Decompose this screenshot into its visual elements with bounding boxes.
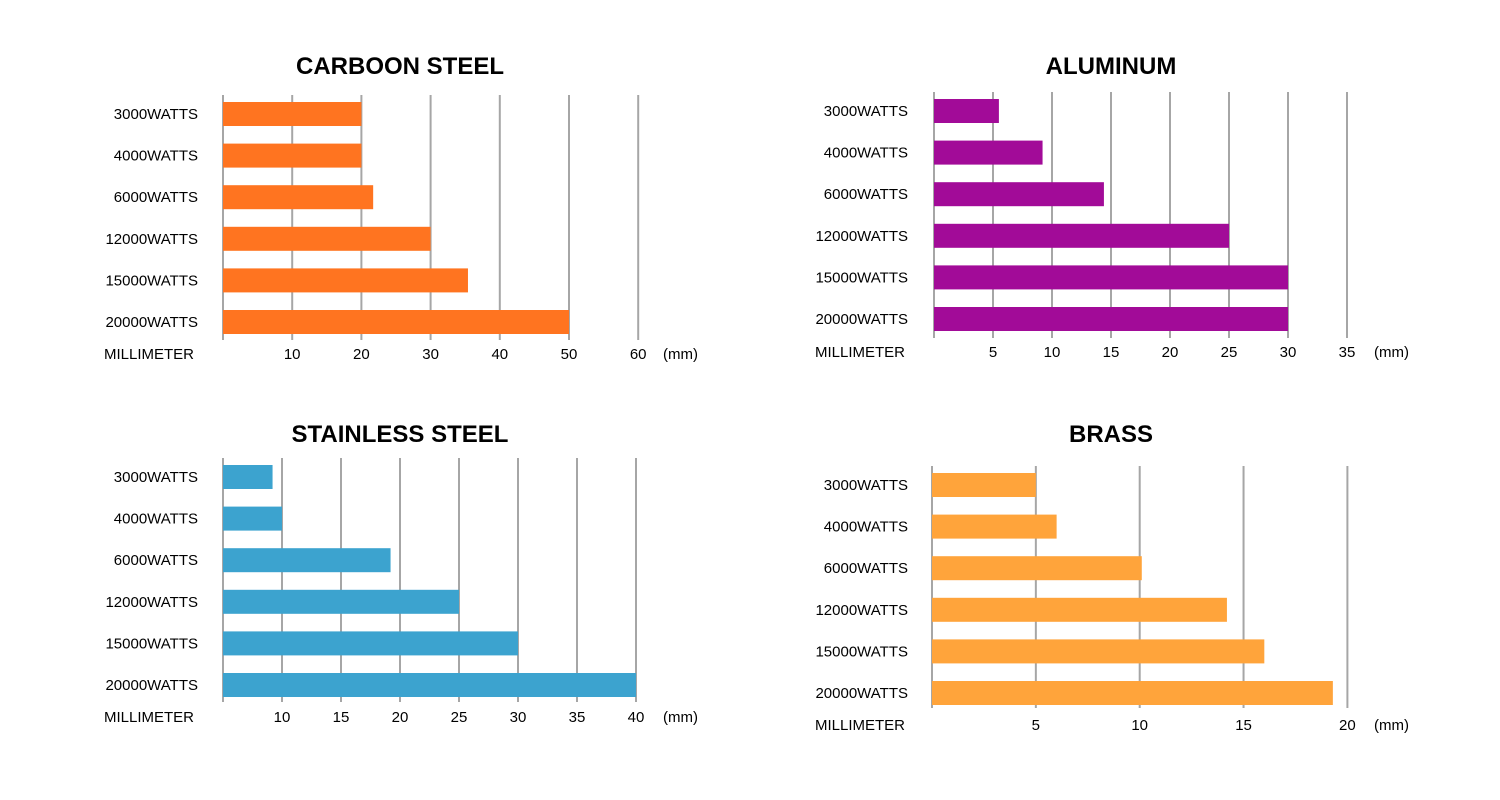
bar-3000watts bbox=[932, 473, 1036, 497]
x-tick-label: 5 bbox=[989, 344, 997, 361]
bar-12000watts bbox=[932, 597, 1227, 622]
x-tick-label: 40 bbox=[491, 346, 508, 363]
category-label: 12000WATTS bbox=[105, 594, 198, 611]
category-label: 3000WATTS bbox=[114, 106, 198, 123]
x-tick-label: 20 bbox=[392, 709, 409, 726]
category-label: 3000WATTS bbox=[824, 477, 908, 494]
category-label: 3000WATTS bbox=[824, 103, 908, 120]
x-axis-label: MILLIMETER bbox=[104, 709, 194, 726]
x-tick-label: 15 bbox=[1103, 344, 1120, 361]
category-label: 15000WATTS bbox=[105, 272, 198, 289]
chart-1: ALUMINUM 5 10 15 20 25 30 35 3000WATTS 4000WATTS 6… bbox=[815, 53, 1409, 361]
category-label: 3000WATTS bbox=[114, 469, 198, 486]
bar-4000watts bbox=[223, 143, 362, 168]
bar-15000watts bbox=[932, 639, 1265, 664]
category-label: 6000WATTS bbox=[824, 186, 908, 203]
x-tick-label: 10 bbox=[1044, 344, 1061, 361]
x-tick-label: 60 bbox=[630, 346, 647, 363]
x-tick-label: 25 bbox=[1221, 344, 1238, 361]
x-axis-label: MILLIMETER bbox=[104, 346, 194, 363]
category-label: 12000WATTS bbox=[815, 228, 908, 245]
x-tick-label: 15 bbox=[333, 709, 350, 726]
unit-label: (mm) bbox=[1374, 344, 1409, 361]
bar-20000watts bbox=[934, 307, 1288, 331]
chart-title: BRASS bbox=[1069, 421, 1153, 448]
category-label: 4000WATTS bbox=[114, 511, 198, 528]
chart-3: BRASS 5 10 15 20 3000WATTS 4000WATTS 6000WATTS 1… bbox=[815, 421, 1409, 734]
bar-20000watts bbox=[932, 681, 1333, 705]
category-label: 20000WATTS bbox=[815, 685, 908, 702]
x-tick-label: 20 bbox=[1339, 717, 1356, 734]
bar-15000watts bbox=[223, 631, 518, 656]
category-label: 4000WATTS bbox=[824, 519, 908, 536]
x-axis-label: MILLIMETER bbox=[815, 344, 905, 361]
chart-title: STAINLESS STEEL bbox=[292, 421, 509, 448]
category-label: 4000WATTS bbox=[114, 148, 198, 165]
category-label: 20000WATTS bbox=[105, 677, 198, 694]
category-label: 15000WATTS bbox=[105, 635, 198, 652]
bar-4000watts bbox=[223, 506, 282, 531]
bar-6000watts bbox=[223, 185, 374, 210]
x-tick-label: 50 bbox=[561, 346, 578, 363]
bar-15000watts bbox=[934, 265, 1288, 290]
bar-6000watts bbox=[934, 182, 1104, 207]
x-tick-label: 10 bbox=[284, 346, 301, 363]
x-tick-label: 5 bbox=[1032, 717, 1040, 734]
unit-label: (mm) bbox=[663, 346, 698, 363]
bar-12000watts bbox=[934, 223, 1229, 248]
category-label: 20000WATTS bbox=[815, 311, 908, 328]
bar-3000watts bbox=[223, 465, 273, 489]
category-label: 12000WATTS bbox=[105, 231, 198, 248]
bar-20000watts bbox=[223, 673, 636, 697]
bar-15000watts bbox=[223, 268, 468, 293]
unit-label: (mm) bbox=[663, 709, 698, 726]
category-label: 4000WATTS bbox=[824, 145, 908, 162]
bar-3000watts bbox=[934, 99, 999, 123]
bar-4000watts bbox=[932, 514, 1057, 539]
x-tick-label: 40 bbox=[628, 709, 645, 726]
bar-12000watts bbox=[223, 589, 459, 614]
x-tick-label: 20 bbox=[353, 346, 370, 363]
x-tick-label: 30 bbox=[510, 709, 527, 726]
bar-6000watts bbox=[932, 556, 1142, 581]
x-tick-label: 10 bbox=[274, 709, 291, 726]
chart-0: CARBOON STEEL 10 20 30 40 50 60 3000WATTS 4000WA… bbox=[104, 53, 698, 363]
x-tick-label: 25 bbox=[451, 709, 468, 726]
x-axis-label: MILLIMETER bbox=[815, 717, 905, 734]
x-tick-label: 35 bbox=[569, 709, 586, 726]
x-tick-label: 35 bbox=[1339, 344, 1356, 361]
chart-2: STAINLESS STEEL 10 15 20 25 30 35 40 3000WATTS 40… bbox=[104, 421, 698, 726]
category-label: 15000WATTS bbox=[815, 269, 908, 286]
x-tick-label: 10 bbox=[1131, 717, 1148, 734]
x-tick-label: 30 bbox=[422, 346, 439, 363]
chart-title: ALUMINUM bbox=[1046, 53, 1177, 80]
bar-3000watts bbox=[223, 102, 362, 126]
category-label: 6000WATTS bbox=[824, 560, 908, 577]
category-label: 6000WATTS bbox=[114, 189, 198, 206]
x-tick-label: 15 bbox=[1235, 717, 1252, 734]
bar-6000watts bbox=[223, 548, 391, 573]
category-label: 20000WATTS bbox=[105, 314, 198, 331]
x-tick-label: 20 bbox=[1162, 344, 1179, 361]
x-tick-label: 30 bbox=[1280, 344, 1297, 361]
category-label: 12000WATTS bbox=[815, 602, 908, 619]
bar-4000watts bbox=[934, 140, 1043, 165]
category-label: 15000WATTS bbox=[815, 643, 908, 660]
unit-label: (mm) bbox=[1374, 717, 1409, 734]
bar-20000watts bbox=[223, 310, 569, 334]
bar-12000watts bbox=[223, 226, 431, 251]
chart-title: CARBOON STEEL bbox=[296, 53, 504, 80]
category-label: 6000WATTS bbox=[114, 552, 198, 569]
